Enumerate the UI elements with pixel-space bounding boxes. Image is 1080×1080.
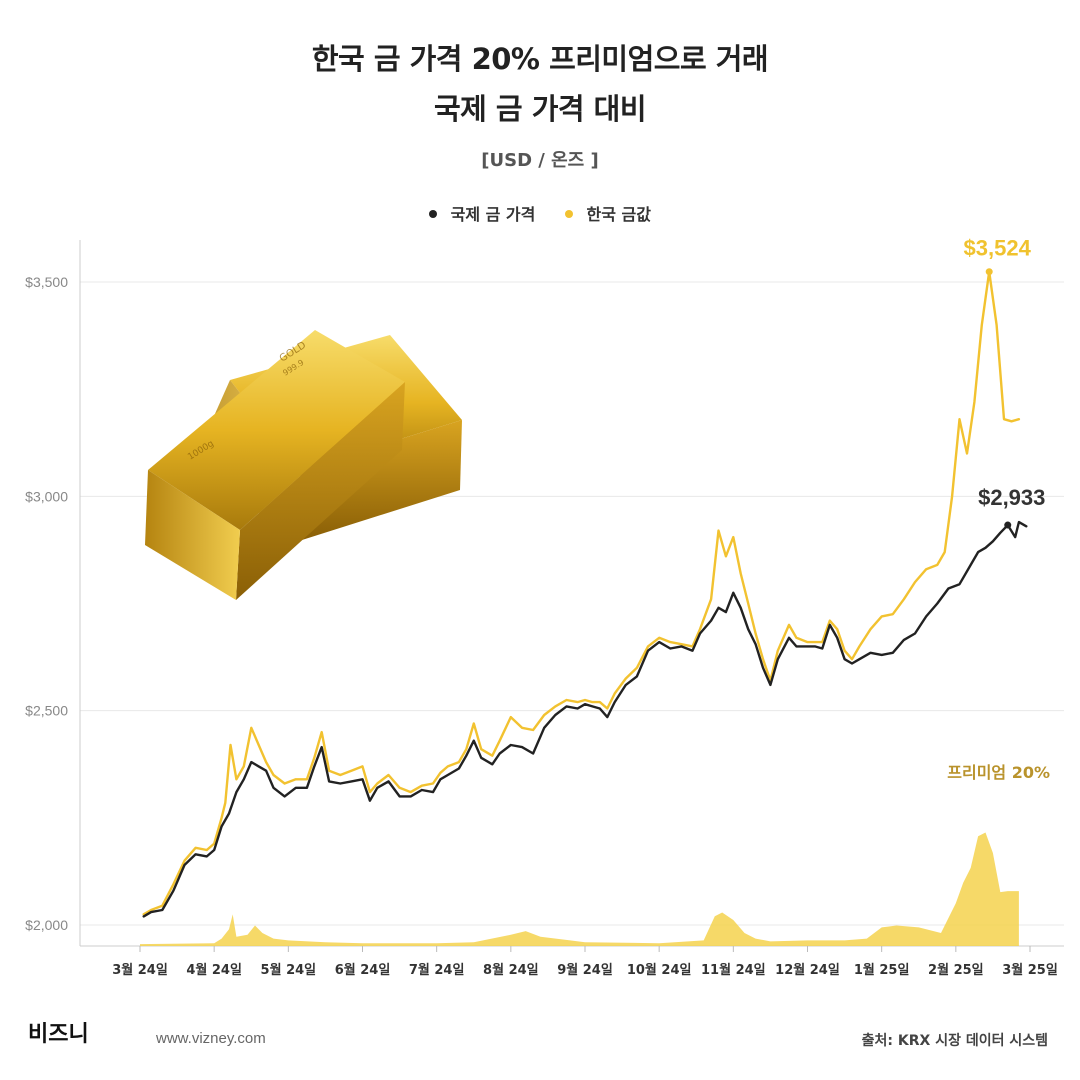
x-tick-label: 7월 24일 (409, 962, 465, 978)
x-tick-label: 4월 24일 (186, 962, 242, 978)
site-url[interactable]: www.vizney.com (156, 1030, 266, 1047)
legend-item-korea: 한국 금값 (564, 201, 651, 225)
y-tick-label: $2,500 (25, 703, 68, 719)
source-credit: 출처: KRX 시장 데이터 시스템 (861, 1033, 1048, 1049)
legend-item-international: 국제 금 가격 (429, 201, 535, 225)
x-tick-label: 6월 24일 (335, 962, 391, 978)
x-tick-label: 9월 24일 (557, 962, 613, 978)
x-axis: 3월 24일 4월 24일 5월 24일 6월 24일 7월 24일 8월 24일 9월 2… (80, 945, 1064, 978)
brand-logo: 비즈니 (28, 1022, 89, 1047)
annotation-international-latest: $2,933 (978, 485, 1045, 510)
chart-title: 한국 금 가격 20% 프리미엄으로 거래 (311, 42, 769, 76)
y-tick-label: $2,000 (25, 917, 68, 933)
annotation-point (985, 268, 993, 276)
legend-label-international: 국제 금 가격 (450, 205, 536, 224)
y-tick-label: $3,000 (25, 488, 68, 504)
premium-area (140, 832, 1019, 946)
grid (80, 281, 1064, 926)
x-tick-label: 1월 25일 (854, 962, 910, 978)
legend-dot-international (429, 209, 438, 218)
legend-label-korea: 한국 금값 (586, 205, 651, 224)
series-line-international (142, 520, 1028, 918)
legend: 국제 금 가격 한국 금값 (0, 201, 1080, 225)
gold-bars-icon: GOLD 999.9 1000g (145, 330, 462, 600)
x-tick-label: 12월 24일 (775, 962, 840, 978)
x-tick-label: 5월 24일 (261, 962, 317, 978)
chart-subtitle: 국제 금 가격 대비 (433, 92, 647, 126)
series-layer (142, 270, 1028, 918)
x-tick-label: 3월 24일 (112, 962, 168, 978)
legend-dot-korea (564, 209, 573, 218)
x-tick-label: 3월 25일 (1002, 962, 1058, 978)
line-chart: $2,000 $2,500 $3,000 $3,500 3월 24일 4월 24일 5월 … (25, 236, 1064, 978)
annotation-korea-peak: $3,524 (964, 236, 1032, 261)
series-line-korea (142, 270, 1021, 916)
premium-area-layer: 프리미엄 20% (140, 763, 1050, 946)
y-tick-label: $3,500 (25, 274, 68, 290)
x-tick-label: 2월 25일 (928, 962, 984, 978)
y-axis: $2,000 $2,500 $3,000 $3,500 (25, 240, 81, 946)
annotation-point (1004, 521, 1012, 529)
premium-label: 프리미엄 20% (947, 763, 1050, 782)
x-tick-label: 11월 24일 (701, 962, 766, 978)
x-tick-label: 8월 24일 (483, 962, 539, 978)
x-tick-label: 10월 24일 (627, 962, 692, 978)
annotation-layer: $3,524 $2,933 (964, 236, 1045, 529)
unit-label: [USD / 온즈 ] (481, 150, 599, 171)
